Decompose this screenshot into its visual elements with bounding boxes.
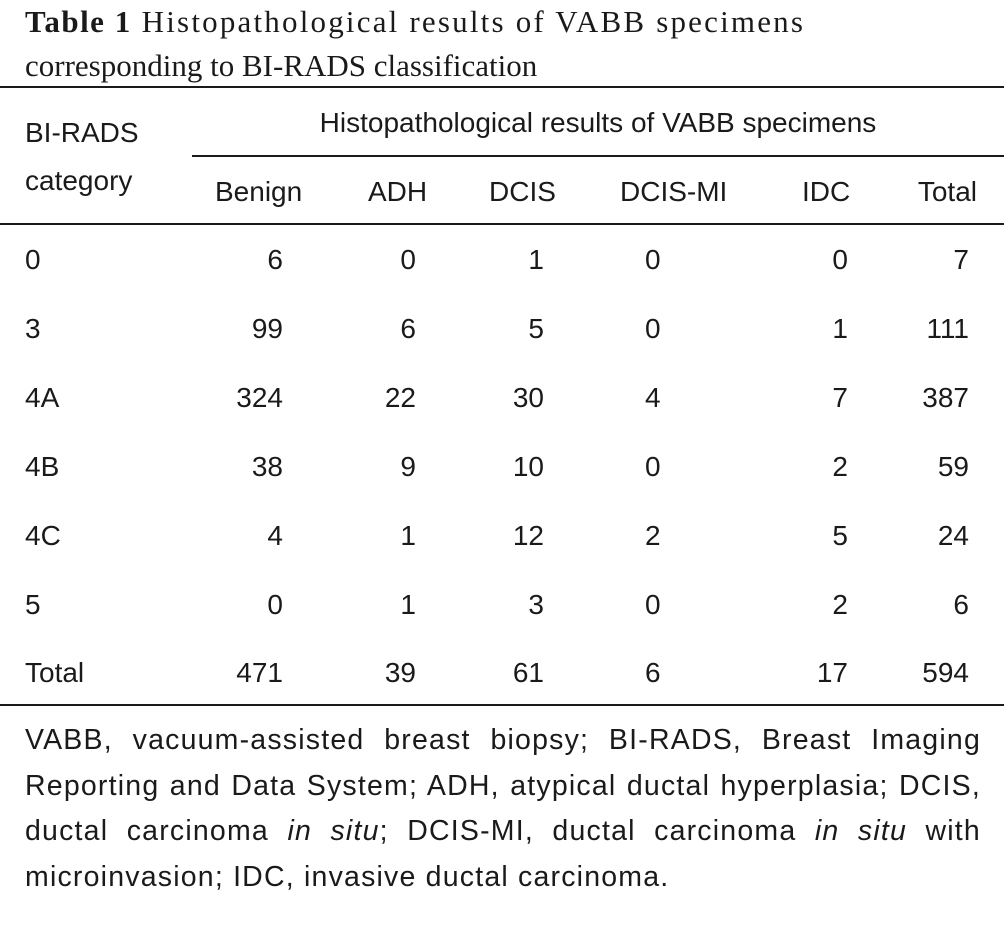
cell-benign: 0 [267, 589, 283, 620]
row-category: 4C [25, 520, 61, 551]
cell-total: 24 [937, 520, 969, 551]
bottom-rule [0, 704, 1004, 706]
cell-adh: 1 [400, 520, 416, 551]
cell-benign: 471 [236, 657, 283, 688]
cell-dcis: 30 [512, 382, 544, 413]
cell-adh: 0 [400, 244, 416, 275]
cell-idc: 0 [832, 244, 848, 275]
header-bottom-rule [0, 223, 1004, 225]
footnote-italic-1: in situ [287, 815, 380, 847]
row-category: 5 [25, 589, 41, 620]
cell-adh: 1 [400, 589, 416, 620]
column-header-benign: Benign [215, 176, 303, 207]
cell-dcis-mi: 0 [645, 313, 661, 344]
cell-benign: 99 [251, 313, 283, 344]
row-header-line-1: BI-RADS [25, 117, 139, 148]
cell-dcis-mi: 0 [645, 451, 661, 482]
cell-benign: 6 [267, 244, 283, 275]
footnote-italic-2: in situ [814, 815, 908, 847]
cell-total: 387 [922, 382, 969, 413]
cell-dcis: 10 [512, 451, 544, 482]
cell-idc: 1 [832, 313, 848, 344]
footnote-text-2: ; DCIS-MI, ductal carcinoma [379, 815, 815, 847]
caption-line-2: corresponding to BI-RADS classification [25, 48, 538, 83]
cell-benign: 4 [267, 520, 283, 551]
row-category: 0 [25, 244, 41, 275]
table-footnote: VABB, vacuum-assisted breast biopsy; BI-… [25, 718, 981, 900]
cell-dcis-mi: 0 [645, 244, 661, 275]
cell-dcis-mi: 0 [645, 589, 661, 620]
cell-total: 7 [953, 244, 969, 275]
footnote-text-1: VABB, vacuum-assisted breast biopsy; BI-… [25, 724, 981, 847]
cell-total: 111 [926, 313, 969, 344]
cell-total: 594 [922, 657, 969, 688]
caption-line-1: Table 1 Histopathological results of VAB… [25, 0, 980, 44]
row-category: Total [25, 657, 85, 688]
cell-dcis-mi: 2 [645, 520, 661, 551]
cell-adh: 6 [400, 313, 416, 344]
cell-dcis: 5 [528, 313, 544, 344]
column-header-total: Total [917, 176, 977, 207]
cell-benign: 38 [251, 451, 283, 482]
cell-dcis: 61 [512, 657, 544, 688]
cell-dcis: 12 [512, 520, 544, 551]
cell-idc: 2 [832, 451, 848, 482]
cell-idc: 2 [832, 589, 848, 620]
column-header-idc: IDC [802, 176, 851, 207]
caption-label: Table 1 [25, 4, 132, 39]
group-header: Histopathological results of VABB specim… [319, 107, 877, 138]
row-category: 3 [25, 313, 41, 344]
group-header-rule [192, 155, 1004, 157]
row-category: 4B [25, 451, 60, 482]
row-category: 4A [25, 382, 60, 413]
cell-idc: 17 [816, 657, 848, 688]
cell-dcis-mi: 6 [645, 657, 661, 688]
cell-adh: 22 [384, 382, 416, 413]
cell-idc: 5 [832, 520, 848, 551]
cell-dcis: 3 [528, 589, 544, 620]
column-header-dcis-mi: DCIS-MI [620, 176, 728, 207]
top-rule [0, 86, 1004, 88]
row-header-line-2: category [25, 165, 133, 196]
cell-idc: 7 [832, 382, 848, 413]
caption-title-part1: Histopathological results of VABB specim… [141, 4, 806, 39]
footnote-text-3: with microinvasion; IDC, invasive ductal… [25, 815, 981, 893]
column-header-dcis: DCIS [489, 176, 556, 207]
cell-dcis: 1 [528, 244, 544, 275]
cell-total: 6 [953, 589, 969, 620]
cell-adh: 9 [400, 451, 416, 482]
cell-total: 59 [937, 451, 969, 482]
cell-dcis-mi: 4 [645, 382, 661, 413]
column-header-adh: ADH [368, 176, 428, 207]
cell-adh: 39 [384, 657, 416, 688]
cell-benign: 324 [236, 382, 283, 413]
table-caption: Table 1 Histopathological results of VAB… [25, 0, 980, 88]
